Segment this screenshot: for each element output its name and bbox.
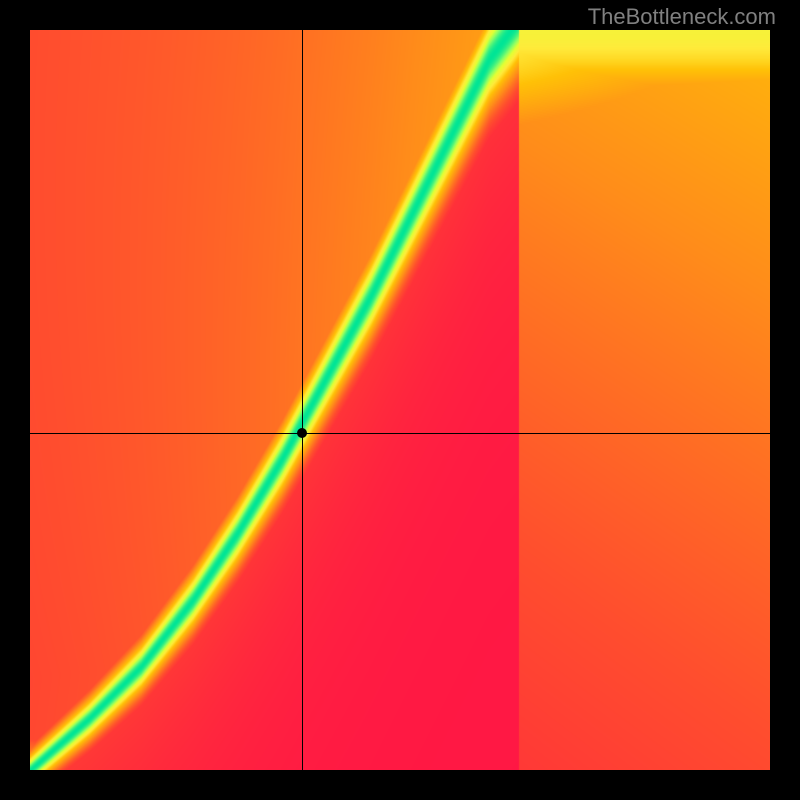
watermark-text: TheBottleneck.com	[588, 4, 776, 30]
chart-container: TheBottleneck.com	[0, 0, 800, 800]
heatmap-plot	[30, 30, 770, 770]
heatmap-canvas	[30, 30, 770, 770]
crosshair-vertical	[302, 30, 303, 770]
crosshair-horizontal	[30, 433, 770, 434]
bottleneck-marker	[297, 428, 307, 438]
